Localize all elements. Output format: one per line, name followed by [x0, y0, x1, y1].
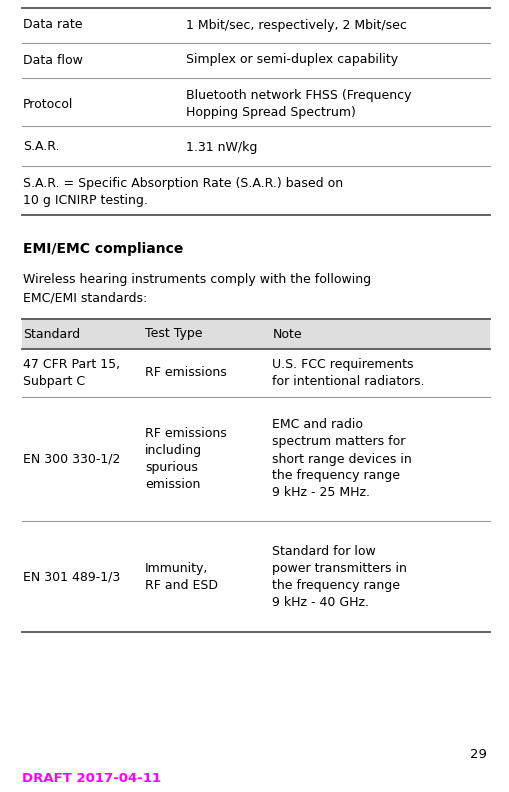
Text: 1.31 nW/kg: 1.31 nW/kg: [186, 140, 257, 154]
Text: Data rate: Data rate: [23, 18, 82, 32]
Text: Wireless hearing instruments comply with the following
EMC/EMI standards:: Wireless hearing instruments comply with…: [23, 273, 371, 304]
Text: Note: Note: [272, 328, 302, 341]
Text: DRAFT 2017-04-11: DRAFT 2017-04-11: [22, 771, 161, 785]
Text: Bluetooth network FHSS (Frequency
Hopping Spread Spectrum): Bluetooth network FHSS (Frequency Hoppin…: [186, 89, 411, 119]
Text: 29: 29: [470, 748, 487, 761]
Text: 47 CFR Part 15,
Subpart C: 47 CFR Part 15, Subpart C: [23, 358, 120, 388]
Text: EN 300 330-1/2: EN 300 330-1/2: [23, 452, 120, 466]
Text: EMI/EMC compliance: EMI/EMC compliance: [23, 242, 183, 256]
Bar: [22, 319, 490, 349]
Text: Protocol: Protocol: [23, 97, 73, 111]
Text: Simplex or semi-duplex capability: Simplex or semi-duplex capability: [186, 54, 398, 67]
Text: Test Type: Test Type: [145, 328, 203, 341]
Text: S.A.R.: S.A.R.: [23, 140, 60, 154]
Text: EMC and radio
spectrum matters for
short range devices in
the frequency range
9 : EMC and radio spectrum matters for short…: [272, 418, 412, 500]
Text: S.A.R. = Specific Absorption Rate (S.A.R.) based on
10 g ICNIRP testing.: S.A.R. = Specific Absorption Rate (S.A.R…: [23, 177, 343, 207]
Text: 1 Mbit/sec, respectively, 2 Mbit/sec: 1 Mbit/sec, respectively, 2 Mbit/sec: [186, 18, 407, 32]
Text: EN 301 489-1/3: EN 301 489-1/3: [23, 570, 120, 584]
Text: Data flow: Data flow: [23, 54, 83, 67]
Text: Standard for low
power transmitters in
the frequency range
9 kHz - 40 GHz.: Standard for low power transmitters in t…: [272, 545, 407, 609]
Text: U.S. FCC requirements
for intentional radiators.: U.S. FCC requirements for intentional ra…: [272, 358, 425, 388]
Text: RF emissions
including
spurious
emission: RF emissions including spurious emission: [145, 427, 227, 491]
Text: RF emissions: RF emissions: [145, 367, 227, 379]
Text: Immunity,
RF and ESD: Immunity, RF and ESD: [145, 562, 218, 592]
Text: Standard: Standard: [23, 328, 80, 341]
